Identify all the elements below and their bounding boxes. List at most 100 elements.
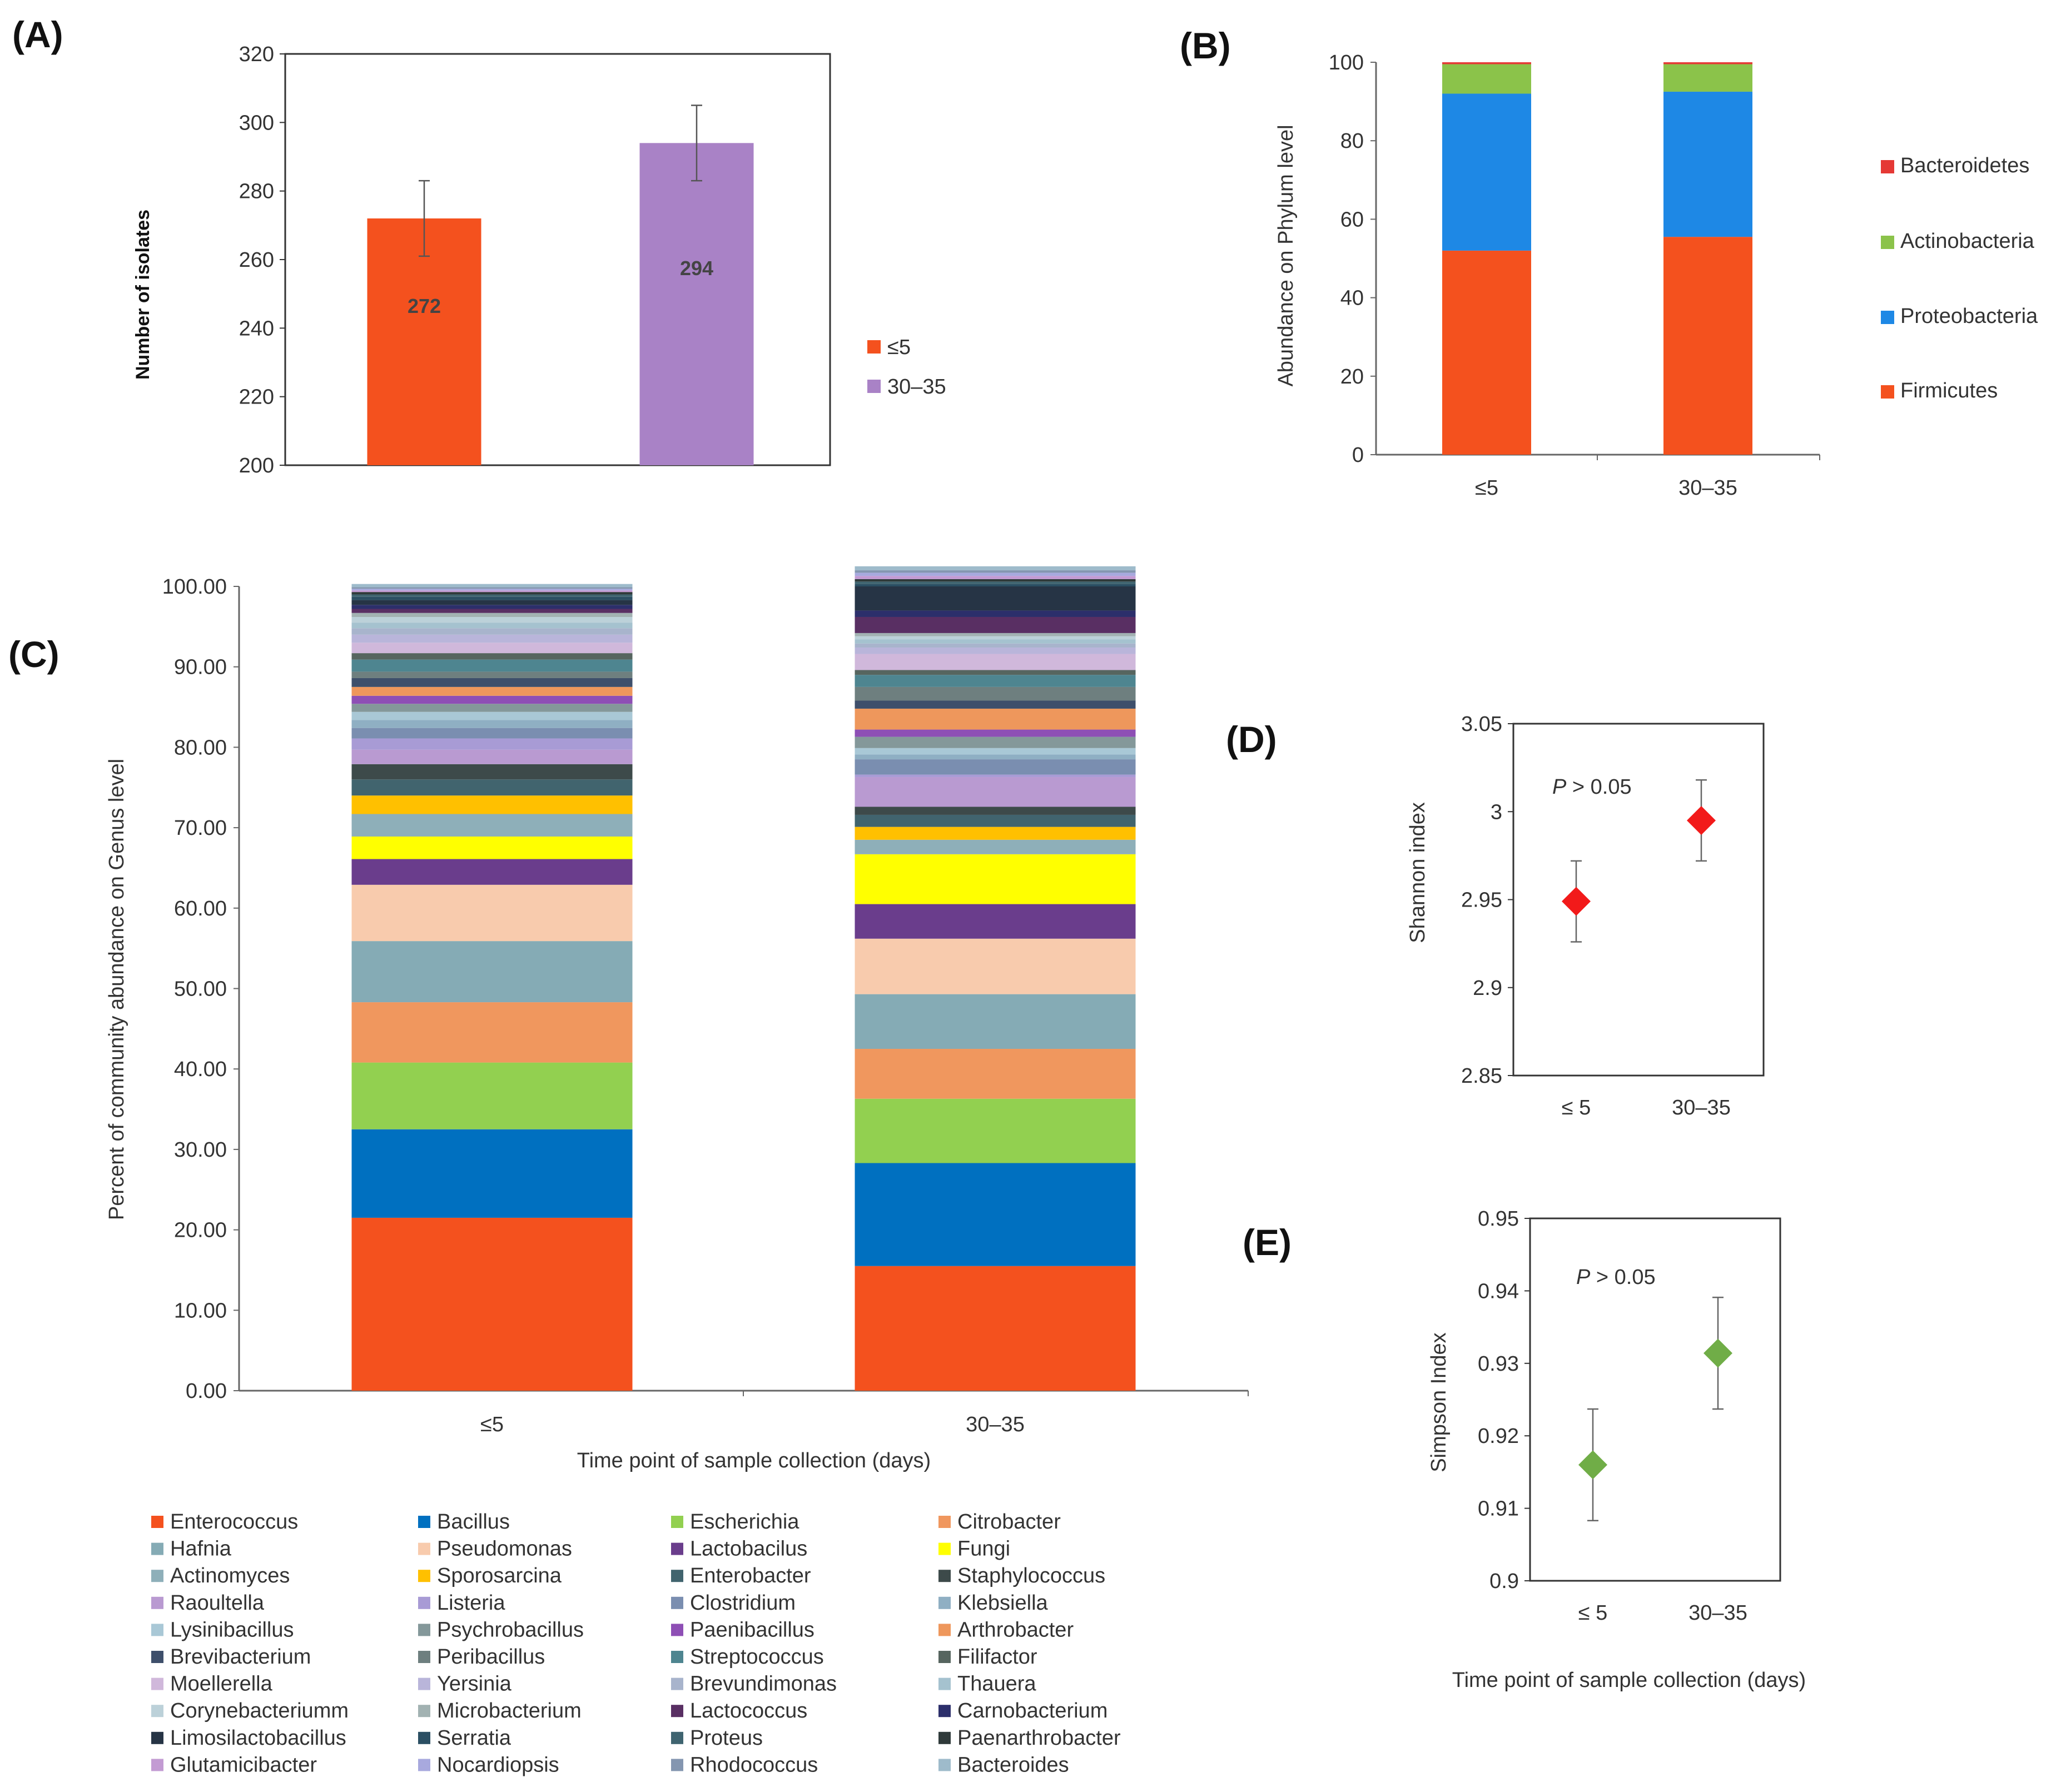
panel-c-y-tick-label: 90.00 [174,656,227,679]
legend-label-filifactor: Filifactor [957,1645,1037,1669]
panel-e-y-tick-label: 0.91 [1478,1497,1519,1521]
segment-arthrobacter-le5 [351,686,633,696]
segment-paenibacillus-30-35 [855,729,1136,737]
panel-e-y-tick-label: 0.93 [1478,1352,1519,1376]
segment-serratia-le5 [351,596,633,600]
panel-e-y-tick-label: 0.95 [1478,1207,1519,1231]
legend-swatch-streptococcus [671,1651,683,1663]
segment-bacteroides-30-35 [855,566,1136,571]
segment-lactococcus-le5 [351,609,633,613]
legend-swatch-clostridium [671,1596,683,1609]
legend-label-limosilactobacillus: Limosilactobacillus [170,1726,346,1750]
panel-d-x-label-30-35: 30–35 [1672,1096,1731,1119]
legend-swatch-thauera [938,1677,951,1690]
panel-b-y-tick-label: 0 [1352,444,1364,467]
panel-label-e: (E) [1243,1222,1292,1263]
legend-label-proteobacteria: Proteobacteria [1900,305,2038,328]
legend-swatch-carnobacterium [938,1705,951,1718]
segment-sporosarcina-30-35 [855,827,1136,840]
legend-label-actinobacteria: Actinobacteria [1900,230,2035,253]
panel-d-y-tick-label: 2.95 [1461,889,1502,912]
panel-d-shannon-plot: (D) Shannon index 2.85 2.9 2.95 3 3.05 ≤ 5 30… [1226,713,1765,1119]
legend-label-paenarthrobacter: Paenarthrobacter [957,1726,1121,1750]
legend-label-enterobacter: Enterobacter [690,1564,811,1587]
segment-proteobacteria-30-35 [1663,91,1752,237]
legend-label-thauera: Thauera [957,1672,1036,1696]
legend-swatch-sporosarcina [418,1570,430,1582]
legend-label-yersinia: Yersinia [437,1672,512,1696]
segment-filifactor-le5 [351,653,633,660]
data-point-30-35 [1704,1338,1732,1368]
segment-klebsiella-30-35 [855,754,1136,760]
segment-glutamicibacter-le5 [351,590,633,593]
legend-label-proteus: Proteus [690,1726,763,1750]
legend-swatch-bacteroides [938,1759,951,1771]
panel-a-y-axis-title: Number of isolates [132,210,153,380]
panel-c-x-label-30-35: 30–35 [966,1413,1025,1436]
legend-label-30-35: 30–35 [887,375,946,399]
legend-swatch-arthrobacter [938,1624,951,1636]
segment-psychrobacillus-30-35 [855,736,1136,748]
segment-thauera-le5 [351,623,633,629]
segment-hafnia-30-35 [855,994,1136,1049]
legend-label-pseudomonas: Pseudomonas [437,1537,572,1561]
segment-listeria-le5 [351,738,633,750]
legend-swatch-pseudomonas [418,1542,430,1555]
segment-bacteroidetes-le5 [1442,62,1531,64]
panel-e-p-value: P > 0.05 [1576,1266,1656,1289]
legend-label-le5: ≤5 [887,336,911,359]
legend-swatch-bacillus [418,1516,430,1528]
legend-label-enterococcus: Enterococcus [170,1510,298,1534]
panel-b-x-label-le5: ≤5 [1475,476,1498,500]
panel-label-d: (D) [1226,719,1277,760]
segment-glutamicibacter-30-35 [855,576,1136,579]
panel-b-x-label-30-35: 30–35 [1678,476,1737,500]
segment-brevundimonas-le5 [351,628,633,635]
panel-c-y-tick-label: 80.00 [174,736,227,759]
panel-b-y-tick-label: 60 [1340,208,1364,231]
panel-c-y-tick-label: 20.00 [174,1219,227,1242]
panel-a-y-tick-label: 260 [239,248,274,272]
segment-proteus-30-35 [855,581,1136,584]
legend-label-citrobacter: Citrobacter [957,1510,1061,1534]
segment-psychrobacillus-le5 [351,704,633,712]
panel-d-y-axis-title: Shannon index [1406,802,1429,943]
panel-b-y-tick-label: 100 [1329,51,1364,74]
panel-a-y-tick-label: 300 [239,111,274,135]
data-point-30-35 [1687,806,1716,835]
panel-c-y-tick-label: 0.00 [186,1380,227,1403]
legend-swatch-yersinia [418,1677,430,1690]
legend-label-clostridium: Clostridium [690,1591,796,1615]
legend-label-peribacillus: Peribacillus [437,1645,545,1669]
legend-swatch-enterobacter [671,1570,683,1582]
segment-clostridium-le5 [351,728,633,739]
legend-label-brevundimonas: Brevundimonas [690,1672,837,1696]
data-label-30-35: 294 [680,257,713,280]
bar-le5 [367,218,481,465]
panel-e-simpson-plot: (E) Simpson Index 0.9 0.91 0.92 0.93 0.94 0.9… [1243,1207,1806,1692]
segment-paenarthrobacter-le5 [351,592,633,595]
legend-label-klebsiella: Klebsiella [957,1591,1049,1615]
legend-label-microbacterium: Microbacterium [437,1699,582,1723]
legend-label-moellerella: Moellerella [170,1672,273,1696]
legend-swatch-citrobacter [938,1516,951,1528]
segment-carnobacterium-30-35 [855,610,1136,617]
panel-a-y-tick-label: 280 [239,180,274,203]
panel-b-stacked-bar-chart: (B) Abundance on Phylum level 0 20 40 60 80 1… [1180,25,2038,500]
panel-c-y-tick-label: 100.00 [162,575,227,599]
legend-label-paenibacillus: Paenibacillus [690,1618,815,1641]
legend-swatch-klebsiella [938,1596,951,1609]
legend-label-streptococcus: Streptococcus [690,1645,824,1669]
legend-swatch-peribacillus [418,1651,430,1663]
segment-streptococcus-30-35 [855,675,1136,687]
segment-enterococcus-30-35 [855,1266,1136,1391]
legend-swatch-raoultella [151,1596,163,1609]
data-point-le-5 [1578,1450,1607,1480]
segment-filifactor-30-35 [855,670,1136,675]
legend-label-firmicutes: Firmicutes [1900,379,1998,402]
legend-label-lactococcus: Lactococcus [690,1699,807,1723]
legend-label-fungi: Fungi [957,1537,1010,1561]
legend-swatch-filifactor [938,1651,951,1663]
legend-label-hafnia: Hafnia [170,1537,232,1561]
segment-actinobacteria-le5 [1442,64,1531,94]
